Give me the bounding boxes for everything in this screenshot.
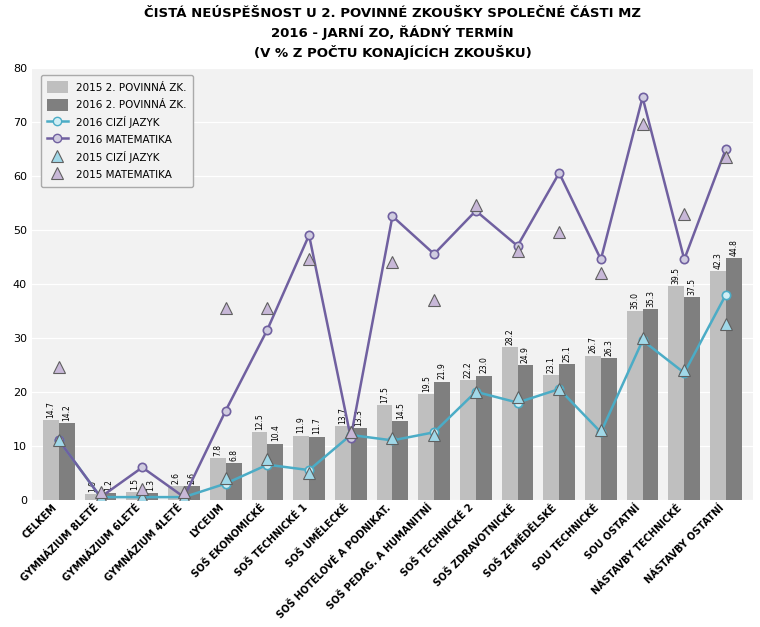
- Bar: [392, 421, 408, 500]
- Bar: [43, 420, 59, 500]
- Bar: [669, 287, 684, 500]
- Bar: [684, 297, 700, 500]
- Text: 1.5: 1.5: [130, 478, 139, 490]
- Bar: [59, 423, 74, 500]
- Bar: [252, 432, 268, 500]
- Text: 7.8: 7.8: [214, 443, 222, 455]
- Bar: [309, 436, 325, 500]
- Text: 12.5: 12.5: [255, 413, 264, 430]
- Text: 19.5: 19.5: [422, 376, 431, 393]
- Bar: [377, 405, 392, 500]
- Bar: [126, 492, 142, 500]
- Bar: [335, 426, 351, 500]
- Text: 37.5: 37.5: [688, 278, 697, 295]
- Bar: [210, 458, 226, 500]
- Text: 6.8: 6.8: [229, 449, 238, 461]
- Bar: [184, 486, 200, 500]
- Text: 14.5: 14.5: [396, 403, 405, 419]
- Text: 21.9: 21.9: [438, 362, 447, 379]
- Text: 44.8: 44.8: [730, 239, 739, 256]
- Bar: [710, 271, 726, 500]
- Bar: [601, 358, 616, 500]
- Bar: [585, 356, 601, 500]
- Text: 11.9: 11.9: [296, 416, 306, 433]
- Bar: [351, 428, 366, 500]
- Legend: 2015 2. POVINNÁ ZK., 2016 2. POVINNÁ ZK., 2016 CIZÍ JAZYK, 2016 MATEMATIKA, 2015: 2015 2. POVINNÁ ZK., 2016 2. POVINNÁ ZK.…: [40, 75, 193, 187]
- Text: 25.1: 25.1: [562, 345, 572, 362]
- Text: 10.4: 10.4: [271, 424, 280, 441]
- Text: 42.3: 42.3: [714, 252, 723, 269]
- Bar: [268, 444, 283, 500]
- Bar: [168, 486, 184, 500]
- Bar: [502, 347, 518, 500]
- Text: 14.7: 14.7: [46, 401, 55, 418]
- Bar: [85, 495, 100, 500]
- Text: 35.0: 35.0: [630, 292, 639, 308]
- Text: 11.7: 11.7: [312, 418, 321, 435]
- Bar: [226, 463, 242, 500]
- Text: 22.2: 22.2: [464, 361, 473, 377]
- Bar: [543, 375, 559, 500]
- Text: 1.0: 1.0: [88, 480, 97, 492]
- Text: 28.2: 28.2: [505, 329, 514, 345]
- Text: 1.2: 1.2: [104, 479, 113, 491]
- Text: 1.3: 1.3: [146, 478, 155, 490]
- Text: 23.1: 23.1: [546, 356, 556, 373]
- Text: 26.3: 26.3: [604, 339, 613, 356]
- Bar: [434, 381, 450, 500]
- Text: 26.7: 26.7: [588, 337, 597, 354]
- Bar: [293, 436, 309, 500]
- Text: 24.9: 24.9: [521, 346, 530, 363]
- Text: 39.5: 39.5: [672, 267, 681, 284]
- Text: 17.5: 17.5: [380, 386, 389, 403]
- Bar: [418, 394, 434, 500]
- Bar: [476, 376, 492, 500]
- Bar: [100, 493, 116, 500]
- Bar: [726, 258, 742, 500]
- Text: 2.6: 2.6: [188, 472, 196, 483]
- Bar: [627, 311, 642, 500]
- Bar: [559, 364, 575, 500]
- Bar: [142, 493, 158, 500]
- Text: 13.3: 13.3: [354, 409, 363, 426]
- Text: 13.7: 13.7: [338, 407, 347, 424]
- Bar: [460, 380, 476, 500]
- Bar: [642, 309, 658, 500]
- Text: 23.0: 23.0: [480, 357, 488, 374]
- Text: 35.3: 35.3: [646, 290, 655, 307]
- Text: 14.2: 14.2: [62, 404, 71, 421]
- Bar: [518, 366, 534, 500]
- Title: ČISTÁ NEÚSPĚŠNOST U 2. POVINNÉ ZKOUŠKY SPOLEČNÉ ČÁSTI MZ
2016 - JARNÍ ZO, ŘÁDNÝ : ČISTÁ NEÚSPĚŠNOST U 2. POVINNÉ ZKOUŠKY S…: [144, 7, 641, 60]
- Text: 2.6: 2.6: [172, 472, 181, 483]
